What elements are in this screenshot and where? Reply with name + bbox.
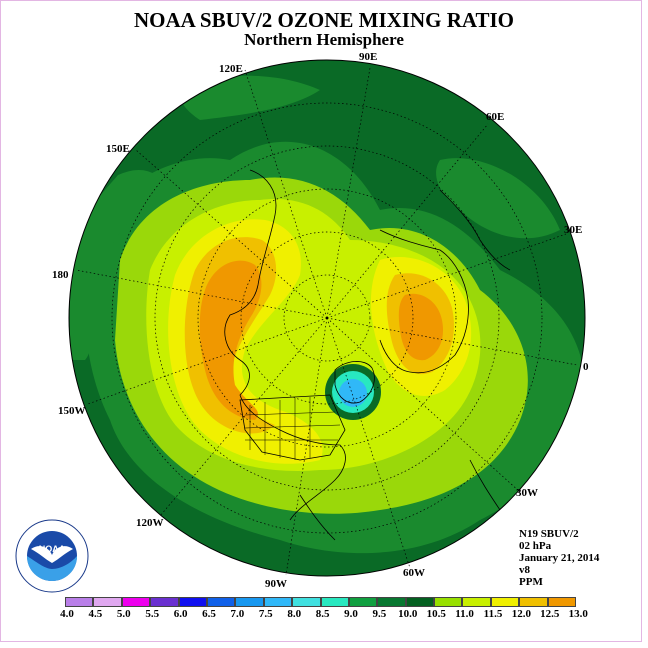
meridian-180 [75, 269, 328, 319]
lon-label-0: 0 [583, 361, 589, 373]
lon-label-30w: 30W [516, 487, 538, 499]
legend-swatch [263, 597, 293, 607]
info-date: January 21, 2014 [519, 552, 600, 564]
map-subtitle: Northern Hemisphere [244, 30, 404, 49]
coast-north-america [239, 394, 346, 461]
legend-tick-label: 7.5 [258, 608, 273, 620]
legend-swatch [434, 597, 463, 607]
lat-circle-50 [154, 145, 500, 491]
legend-tick-label: 8.5 [315, 608, 330, 620]
color-legend-ticks: 4.0 4.5 5.0 5.5 6.0 6.5 7.0 7.5 8.0 8.5 9.0 9.5 10.0… [52, 608, 612, 622]
legend-tick-label: 12.0 [511, 608, 532, 620]
lon-label-60e: 60E [486, 111, 504, 123]
legend-swatch [235, 597, 264, 607]
lon-label-30e: 30E [564, 224, 582, 236]
legend-tick-label: 10.5 [426, 608, 446, 620]
ozone-patch-west [70, 170, 165, 360]
noaa-logo: NOAA [15, 519, 89, 593]
noaa-logo-icon: NOAA [15, 519, 89, 593]
legend-tick-label: 6.5 [202, 608, 216, 620]
legend-tick-label: 8.0 [287, 608, 302, 620]
legend-swatch [93, 597, 122, 607]
info-level: 02 hPa [519, 540, 552, 552]
ozone-low-7 [339, 379, 367, 407]
legend-tick-label: 6.0 [173, 608, 188, 620]
color-legend-bar [65, 597, 577, 607]
legend-swatch [206, 597, 236, 607]
lon-label-150w: 150W [58, 405, 86, 417]
legend-swatch [490, 597, 520, 607]
lon-label-180: 180 [52, 269, 69, 281]
legend-tick-label: 9.0 [344, 608, 358, 620]
lon-label-60w: 60W [403, 567, 425, 579]
coast-misc [299, 189, 511, 541]
coast-hudson-bay [334, 361, 375, 404]
lat-circle-40 [111, 102, 543, 534]
legend-tick-label: 10.0 [398, 608, 418, 620]
legend-tick-label: 11.0 [455, 608, 474, 620]
legend-tick-label: 9.5 [372, 608, 387, 620]
legend-swatch [178, 597, 207, 607]
info-instrument: N19 SBUV/2 [519, 528, 579, 540]
legend-tick-label: 5.5 [145, 608, 160, 620]
legend-swatch [377, 597, 406, 607]
coast-asia-america [224, 169, 346, 521]
noaa-logo-text: NOAA [39, 544, 66, 554]
ozone-band-11-5 [199, 260, 262, 420]
lon-label-150e: 150E [106, 143, 130, 155]
legend-swatch [405, 597, 435, 607]
lon-label-120w: 120W [136, 517, 164, 529]
legend-tick-label: 13.0 [568, 608, 588, 620]
ozone-field [69, 60, 585, 576]
lat-circle-80 [283, 274, 371, 362]
legend-swatch [292, 597, 321, 607]
legend-swatch [348, 597, 378, 607]
map-boundary [68, 59, 586, 577]
longitude-labels: 90E 60E 30E 0 30W 60W 90W 120W 150W 180 … [52, 51, 589, 590]
graticule [75, 67, 578, 576]
lon-label-90e: 90E [359, 51, 377, 63]
ozone-patch-ne [436, 158, 560, 239]
legend-swatch [150, 597, 179, 607]
coastlines [224, 169, 511, 541]
ozone-patch-north [179, 75, 320, 120]
lon-label-120e: 120E [219, 63, 243, 75]
legend-tick-label: 7.0 [230, 608, 245, 620]
legend-swatch [462, 597, 491, 607]
legend-tick-label: 12.5 [540, 608, 560, 620]
lon-label-90w: 90W [265, 578, 287, 590]
legend-tick-label: 5.0 [116, 608, 131, 620]
map-title: NOAA SBUV/2 OZONE MIXING RATIO [134, 8, 514, 32]
meridian-90w [285, 317, 328, 576]
legend-swatch [547, 597, 577, 607]
coast-europe [379, 229, 469, 374]
legend-swatch [320, 597, 349, 607]
us-state-lines [244, 397, 341, 460]
legend-tick-label: 4.0 [60, 608, 74, 620]
ozone-band-11-5-east [398, 293, 444, 361]
info-units: PPM [519, 576, 543, 588]
info-version: v8 [519, 564, 530, 576]
lat-circle-70 [240, 231, 414, 405]
legend-swatch [519, 597, 548, 607]
legend-tick-label: 11.5 [483, 608, 503, 620]
legend-tick-label: 4.5 [88, 608, 103, 620]
meridian-30w [326, 317, 521, 493]
legend-swatch [121, 597, 151, 607]
lat-circle-60 [197, 188, 457, 448]
legend-swatch [65, 597, 94, 607]
